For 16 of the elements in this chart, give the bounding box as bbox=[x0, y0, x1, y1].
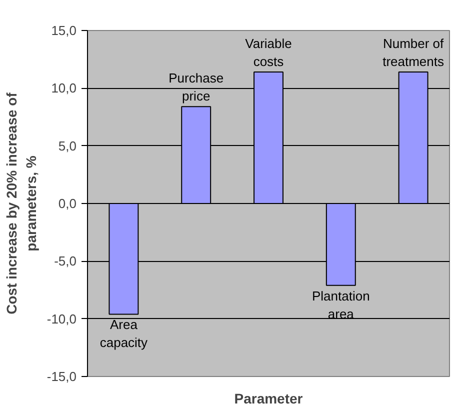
x-tick-label: Purchase price bbox=[168, 70, 224, 104]
bar bbox=[108, 203, 139, 315]
x-tick-label: Variable costs bbox=[245, 36, 292, 70]
y-tick-label: 0,0 bbox=[58, 196, 77, 211]
y-tick-label: -10,0 bbox=[46, 311, 77, 326]
y-tick-label: -15,0 bbox=[46, 369, 77, 384]
x-tick-label: Number of treatments bbox=[382, 36, 445, 70]
y-tick-label: 10,0 bbox=[51, 80, 77, 96]
y-tick-label: 15,0 bbox=[51, 23, 77, 38]
x-axis-title: Parameter bbox=[234, 390, 304, 406]
bar bbox=[181, 106, 212, 204]
y-axis-title: Cost increase by 20% increase of parameters, % bbox=[4, 92, 39, 314]
y-tick-label: 5,0 bbox=[58, 138, 77, 154]
x-tick-label: Area capacity bbox=[100, 317, 148, 350]
bar bbox=[326, 203, 356, 286]
y-tick-label: -5,0 bbox=[54, 254, 77, 269]
